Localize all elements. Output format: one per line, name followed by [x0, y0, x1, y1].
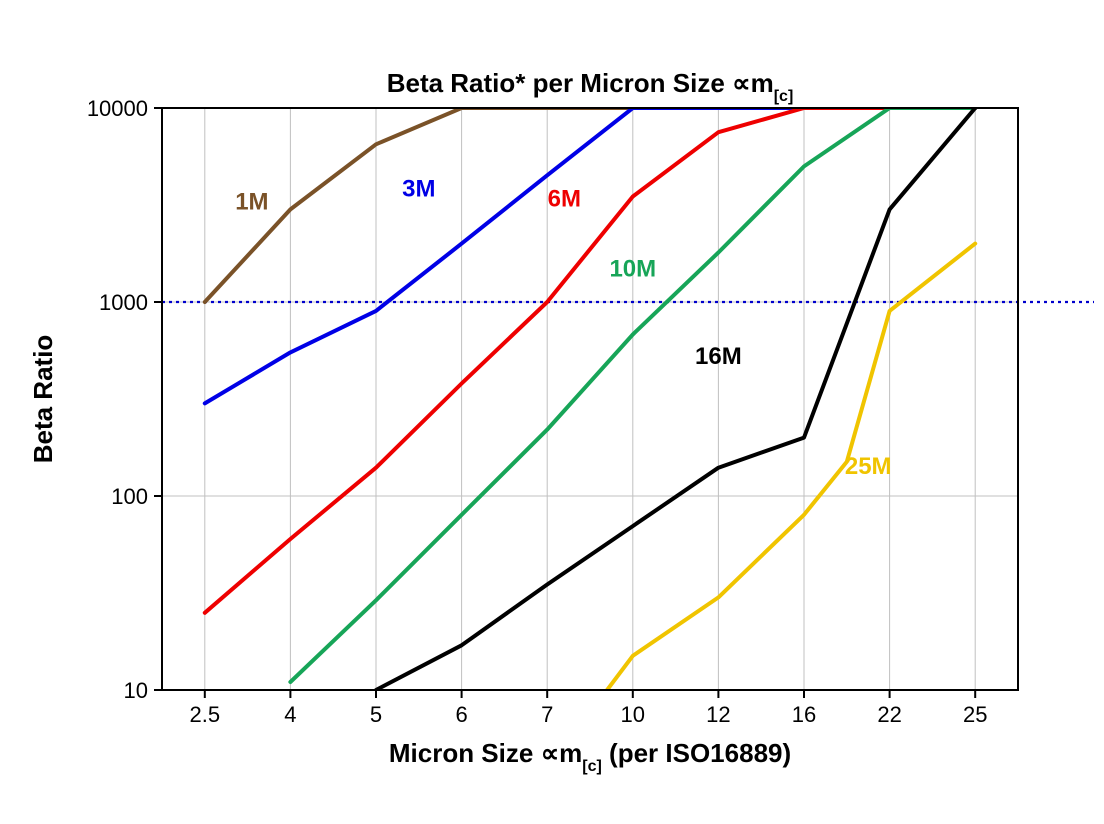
x-tick-label: 6 — [455, 702, 467, 727]
x-tick-label: 16 — [792, 702, 816, 727]
series-label-10M: 10M — [609, 256, 656, 283]
series-label-25M: 25M — [845, 453, 892, 480]
x-tick-label: 12 — [706, 702, 730, 727]
x-tick-label: 10 — [621, 702, 645, 727]
y-tick-label: 100 — [111, 484, 148, 509]
series-label-1M: 1M — [235, 188, 268, 215]
x-tick-label: 5 — [370, 702, 382, 727]
x-tick-label: 25 — [963, 702, 987, 727]
x-tick-label: 4 — [284, 702, 296, 727]
x-tick-label: 2.5 — [190, 702, 221, 727]
chart-svg: 2.5 4 5 6 7 10 12 16 22 25 10 100 1000 10000 1M 3M 6M 10M… — [0, 0, 1104, 824]
y-tick-label: 10 — [124, 678, 148, 703]
series-label-3M: 3M — [402, 175, 435, 202]
x-tick-label: 22 — [877, 702, 901, 727]
x-tick-label: 7 — [541, 702, 553, 727]
chart-container: 2.5 4 5 6 7 10 12 16 22 25 10 100 1000 10000 1M 3M 6M 10M… — [0, 0, 1104, 824]
series-label-16M: 16M — [695, 343, 742, 370]
y-tick-label: 1000 — [99, 290, 148, 315]
y-axis-label: Beta Ratio — [28, 335, 58, 464]
series-label-6M: 6M — [548, 186, 581, 213]
y-tick-label: 10000 — [87, 96, 148, 121]
